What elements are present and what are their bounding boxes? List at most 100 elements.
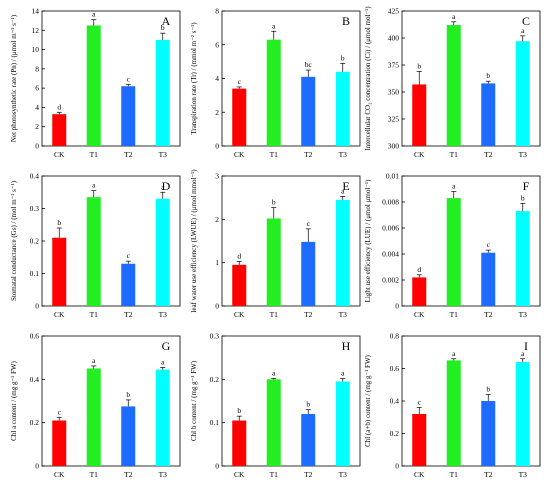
panel-g-ytick-label: 0.4 bbox=[30, 375, 40, 384]
panel-f-frame bbox=[401, 175, 541, 307]
panel-g-ytick-label: 0.2 bbox=[30, 418, 40, 427]
panel-c-bar-t3 bbox=[515, 41, 530, 146]
panel-f-ytick-label: 0.006 bbox=[382, 224, 399, 233]
panel-c-ylabel: Intercellular CO₂ concentration (Ci) / (… bbox=[364, 6, 372, 151]
panel-f-sig-letter: b bbox=[521, 193, 525, 202]
panel-f-ytick-label: 0.01 bbox=[386, 172, 399, 181]
panel-a-ytick-label: 6 bbox=[35, 84, 39, 93]
panel-f: 0 0.002 0.004 0.006 0.008 0.01 Light use effic… bbox=[364, 172, 541, 319]
panel-b-letter: B bbox=[342, 14, 350, 28]
panel-h-ytick-label: 0 bbox=[215, 462, 219, 471]
panel-c-sig-letter: a bbox=[452, 12, 456, 21]
panel-b: 0 2 4 6 8 Transpiration rate (Tr) / (mmol m⁻²… bbox=[190, 7, 361, 159]
panel-d-category-label: T2 bbox=[124, 310, 133, 319]
panel-d-category-label: T3 bbox=[159, 310, 168, 319]
panel-e-sig-letter: c bbox=[307, 219, 311, 228]
panel-e-bar-t2 bbox=[301, 241, 316, 306]
panel-f-sig-letter: c bbox=[487, 240, 491, 249]
panel-i-bar-t1 bbox=[446, 360, 461, 466]
panel-f-category-label: CK bbox=[414, 310, 425, 319]
panel-i-sig-letter: c bbox=[418, 398, 422, 407]
panel-e-ylabel: leaf water use efficiency (LWUE) / (μmol… bbox=[190, 169, 198, 313]
panel-d-ytick-label: 0.3 bbox=[30, 204, 40, 213]
panel-a-frame bbox=[41, 10, 181, 147]
panel-i-category-label: T3 bbox=[519, 470, 528, 479]
panel-c-frame bbox=[401, 10, 541, 147]
panel-a-bar-t1 bbox=[86, 25, 101, 146]
panel-h-ytick-label: 0.1 bbox=[210, 418, 220, 427]
panel-d-letter: D bbox=[162, 179, 171, 193]
panel-h-category-label: CK bbox=[234, 470, 245, 479]
panel-g-category-label: T2 bbox=[124, 470, 133, 479]
panel-a-bar-t3 bbox=[155, 39, 170, 146]
panel-a-sig-letter: d bbox=[57, 102, 61, 111]
panel-f-ytick-label: 0 bbox=[395, 302, 399, 311]
panel-b-bar-t2 bbox=[301, 76, 316, 146]
panel-f-bar-ck bbox=[412, 277, 427, 306]
panel-d-sig-letter: b bbox=[57, 218, 61, 227]
panel-i: 0 0.2 0.4 0.6 0.8 Chl (a+b) content / (mg g⁻¹… bbox=[364, 332, 541, 479]
panel-d-ylabel: Stomatal conductance (Gs) / (mol m⁻² s⁻¹… bbox=[10, 180, 18, 301]
panel-a-ytick-label: 10 bbox=[32, 45, 40, 54]
panel-a-ytick-label: 8 bbox=[35, 64, 39, 73]
panel-a-ytick-label: 2 bbox=[35, 122, 39, 131]
panel-i-sig-letter: a bbox=[452, 349, 456, 358]
panel-b-ytick-label: 0 bbox=[215, 142, 219, 151]
panel-e-ytick-label: 2 bbox=[215, 215, 219, 224]
panel-h-category-label: T3 bbox=[339, 470, 348, 479]
panel-e-sig-letter: d bbox=[237, 251, 241, 260]
panel-a-category-label: CK bbox=[54, 150, 65, 159]
panel-f-category-label: T1 bbox=[450, 310, 459, 319]
panel-a-category-label: T2 bbox=[124, 150, 133, 159]
panel-b-bar-ck bbox=[232, 88, 247, 146]
panel-b-ytick-label: 4 bbox=[215, 74, 219, 83]
panel-b-category-label: T3 bbox=[339, 150, 348, 159]
panel-c-ytick-label: 375 bbox=[388, 61, 400, 70]
panel-g-sig-letter: c bbox=[58, 407, 62, 416]
panel-i-sig-letter: a bbox=[521, 349, 525, 358]
panel-i-ylabel: Chl (a+b) content / (mg g⁻¹ FW) bbox=[364, 354, 372, 446]
panel-c-bar-ck bbox=[412, 84, 427, 146]
panel-g-sig-letter: a bbox=[92, 356, 96, 365]
panel-g-bar-t3 bbox=[155, 369, 170, 466]
panel-i-bar-ck bbox=[412, 414, 427, 466]
panel-h-sig-letter: b bbox=[237, 406, 241, 415]
panel-h-sig-letter: a bbox=[272, 368, 276, 377]
panel-b-category-label: T1 bbox=[270, 150, 279, 159]
panel-d-category-label: T1 bbox=[90, 310, 99, 319]
panel-f-ytick-label: 0.004 bbox=[382, 250, 399, 259]
panel-c-sig-letter: b bbox=[417, 61, 421, 70]
panel-c-ytick-label: 300 bbox=[388, 142, 400, 151]
panel-e-category-label: T3 bbox=[339, 310, 348, 319]
panel-c-letter: C bbox=[522, 14, 530, 28]
panel-i-bar-t3 bbox=[515, 362, 530, 466]
panel-d-sig-letter: a bbox=[92, 181, 96, 190]
panel-f-ytick-label: 0.008 bbox=[382, 198, 399, 207]
panel-e-sig-letter: a bbox=[341, 186, 345, 195]
panel-b-category-label: T2 bbox=[304, 150, 313, 159]
panel-g-ylabel: Chl a content / (mg g⁻¹ FW) bbox=[10, 360, 18, 440]
panel-a-sig-letter: b bbox=[161, 23, 165, 32]
panel-g-category-label: T3 bbox=[159, 470, 168, 479]
panel-h-ytick-label: 0.2 bbox=[210, 375, 220, 384]
panel-d-sig-letter: c bbox=[127, 251, 131, 260]
panel-h-category-label: T2 bbox=[304, 470, 313, 479]
panel-a-category-label: T1 bbox=[90, 150, 99, 159]
panel-e-frame bbox=[221, 175, 361, 307]
panel-h-ylabel: Chl b content / (mg g⁻¹ FW) bbox=[190, 360, 198, 441]
panel-g-category-label: CK bbox=[54, 470, 65, 479]
panel-b-ytick-label: 6 bbox=[215, 40, 219, 49]
panel-c-sig-letter: a bbox=[521, 26, 525, 35]
panel-e-bar-ck bbox=[232, 264, 247, 306]
panel-h-sig-letter: b bbox=[306, 400, 310, 409]
panel-a-bar-t2 bbox=[121, 86, 136, 146]
panel-i-bar-t2 bbox=[481, 401, 496, 466]
panel-d-ytick-label: 0 bbox=[35, 302, 39, 311]
panel-b-bar-t3 bbox=[335, 71, 350, 146]
panel-e-bar-t3 bbox=[335, 199, 350, 306]
panel-f-category-label: T3 bbox=[519, 310, 528, 319]
panel-c-category-label: CK bbox=[414, 150, 425, 159]
panel-d-bar-t2 bbox=[121, 263, 136, 306]
panel-e-letter: E bbox=[342, 179, 349, 193]
panel-f-bar-t3 bbox=[515, 211, 530, 306]
